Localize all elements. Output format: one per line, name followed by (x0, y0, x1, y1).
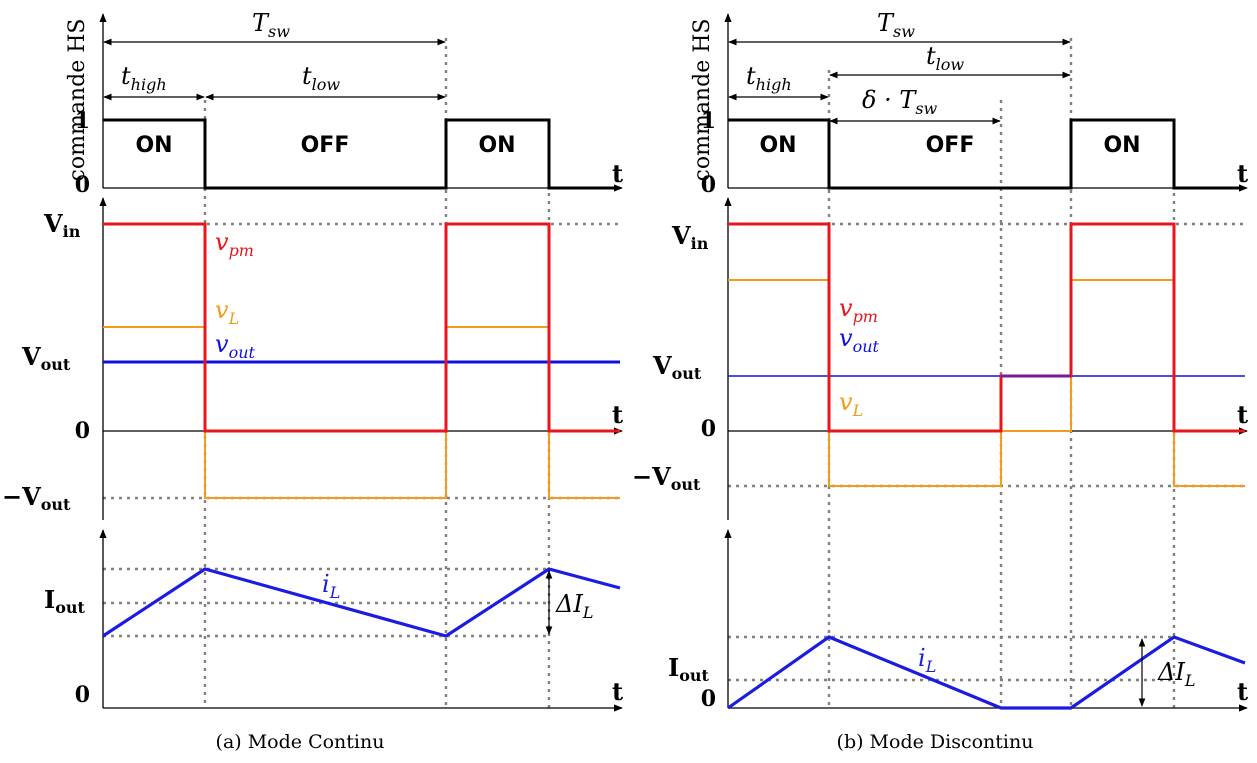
vL-label: v (839, 388, 853, 416)
svg-text:vout: vout (215, 330, 256, 362)
thigh-label: t (121, 62, 131, 90)
svg-text:Vout: Vout (21, 342, 71, 374)
delta-Tsw-label: δ · T (862, 86, 917, 114)
svg-text:tlow: tlow (302, 62, 340, 94)
panel-discontinu: commande HS Tsw thigh tlow δ · Tsw 1 0 t… (632, 9, 1248, 753)
svg-text:vpm: vpm (215, 228, 254, 260)
svg-text:Vin: Vin (43, 209, 81, 241)
off-label: OFF (301, 133, 350, 158)
svg-text:vL: vL (839, 388, 863, 420)
command-axes (724, 13, 1248, 192)
Tsw-label: T (252, 9, 270, 37)
tlow-label: t (926, 42, 936, 70)
vL-label: v (215, 296, 229, 324)
command-waveform (728, 118, 1245, 190)
cmd-axis-label: commande HS (65, 19, 90, 182)
caption-continu: (a) Mode Continu (216, 731, 385, 753)
Iout-label: I (44, 585, 55, 614)
Vin-label: V (43, 209, 63, 238)
svg-text:thigh: thigh (121, 62, 167, 94)
on1-label: ON (135, 133, 172, 158)
cmd-level-one: 1 (701, 108, 716, 134)
svg-text:ΔIL: ΔIL (1157, 658, 1195, 690)
on2-label: ON (478, 133, 515, 158)
svg-text:−Vout: −Vout (2, 482, 71, 514)
panel-continu: commande HS Tsw thigh tlow 1 0 t ON OFF … (2, 9, 623, 753)
voltage-axes (99, 197, 623, 520)
cmd-t-axis-label: t (1237, 159, 1248, 188)
caption-discontinu: (b) Mode Discontinu (837, 731, 1034, 753)
guide-lines (103, 38, 620, 708)
svg-text:iL: iL (322, 570, 340, 602)
vpm-label: v (215, 228, 229, 256)
vpm-waveform (103, 222, 620, 433)
vL-waveform (728, 279, 1245, 487)
svg-text:Iout: Iout (668, 653, 710, 685)
current-axes (99, 529, 623, 712)
thigh-label: t (746, 62, 756, 90)
cmd-level-one: 1 (75, 108, 90, 134)
on2-label: ON (1103, 133, 1140, 158)
vout-label: v (215, 330, 229, 358)
cmd-level-zero: 0 (75, 172, 90, 198)
dIL-label: ΔI (555, 590, 583, 618)
vpm-waveform (728, 222, 1245, 433)
svg-text:ΔIL: ΔIL (555, 590, 593, 622)
minus-Vout-label: −V (632, 462, 671, 491)
svg-text:−Vout: −Vout (632, 462, 701, 494)
voltage-t-axis-label: t (612, 400, 623, 429)
current-t-axis-label: t (612, 677, 623, 706)
off-label: OFF (926, 133, 975, 158)
iL-label: i (918, 644, 926, 672)
svg-text:vL: vL (215, 296, 239, 328)
vpm-label: v (839, 294, 853, 322)
iL-waveform (102, 567, 621, 638)
vout-label: v (839, 324, 853, 352)
cmd-axis-label: commande HS (690, 19, 715, 182)
voltage-axes (724, 197, 1248, 520)
svg-text:Vout: Vout (652, 351, 702, 383)
svg-text:thigh: thigh (746, 62, 792, 94)
iL-label: i (322, 570, 330, 598)
command-axes (99, 13, 623, 192)
svg-text:Tsw: Tsw (877, 9, 915, 41)
Tsw-label: T (877, 9, 895, 37)
current-zero-label: 0 (701, 686, 716, 712)
voltage-t-axis-label: t (1237, 400, 1248, 429)
Iout-label: I (668, 653, 679, 682)
command-waveform (103, 118, 620, 190)
guide-lines (728, 38, 1245, 708)
svg-text:vpm: vpm (839, 294, 878, 326)
voltage-zero-label: 0 (701, 416, 716, 442)
iL-waveform (727, 635, 1246, 710)
voltage-zero-label: 0 (75, 418, 90, 444)
svg-text:vout: vout (839, 324, 880, 356)
cmd-t-axis-label: t (612, 159, 623, 188)
current-zero-label: 0 (75, 682, 90, 708)
Vout-label: V (21, 342, 41, 371)
current-axes (724, 529, 1248, 712)
tlow-label: t (302, 62, 312, 90)
svg-text:tlow: tlow (926, 42, 964, 74)
Vout-label: V (652, 351, 672, 380)
cmd-level-zero: 0 (701, 172, 716, 198)
vL-waveform (103, 326, 620, 499)
Vin-label: V (671, 221, 691, 250)
dIL-label: ΔI (1157, 658, 1185, 686)
svg-text:Tsw: Tsw (252, 9, 290, 41)
minus-Vout-label: −V (2, 482, 41, 511)
svg-text:Iout: Iout (44, 585, 86, 617)
svg-text:iL: iL (918, 644, 936, 676)
svg-text:Vin: Vin (671, 221, 709, 253)
current-t-axis-label: t (1237, 677, 1248, 706)
on1-label: ON (759, 133, 796, 158)
svg-text:δ · Tsw: δ · Tsw (862, 86, 938, 118)
